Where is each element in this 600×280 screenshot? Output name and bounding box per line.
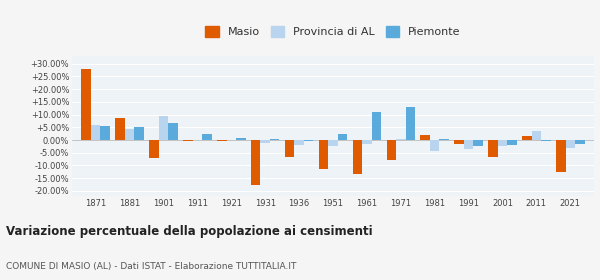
Bar [304, 140, 313, 141]
Bar [251, 140, 260, 185]
Bar [575, 140, 584, 144]
Bar [464, 140, 473, 149]
Bar [236, 138, 245, 140]
Bar [386, 140, 396, 160]
Bar [498, 140, 507, 146]
Bar [115, 118, 125, 140]
Bar [362, 140, 371, 144]
Bar [217, 140, 227, 141]
Bar [454, 140, 464, 144]
Bar [430, 140, 439, 151]
Bar [295, 140, 304, 145]
Legend: Masio, Provincia di AL, Piemonte: Masio, Provincia di AL, Piemonte [202, 22, 464, 41]
Bar [353, 140, 362, 174]
Bar [488, 140, 498, 157]
Bar [371, 112, 381, 140]
Bar [556, 140, 566, 172]
Bar [439, 139, 449, 140]
Bar [421, 135, 430, 140]
Text: COMUNE DI MASIO (AL) - Dati ISTAT - Elaborazione TUTTITALIA.IT: COMUNE DI MASIO (AL) - Dati ISTAT - Elab… [6, 262, 296, 271]
Bar [202, 134, 212, 140]
Bar [532, 131, 541, 140]
Text: Variazione percentuale della popolazione ai censimenti: Variazione percentuale della popolazione… [6, 225, 373, 238]
Bar [319, 140, 328, 169]
Bar [134, 127, 144, 140]
Bar [183, 140, 193, 141]
Bar [285, 140, 295, 157]
Bar [541, 140, 551, 141]
Bar [91, 125, 100, 140]
Bar [168, 123, 178, 140]
Bar [406, 107, 415, 140]
Bar [396, 139, 406, 140]
Bar [125, 129, 134, 140]
Bar [270, 139, 280, 140]
Bar [82, 69, 91, 140]
Bar [338, 134, 347, 140]
Bar [100, 126, 110, 140]
Bar [566, 140, 575, 148]
Bar [260, 140, 270, 143]
Bar [473, 140, 483, 146]
Bar [159, 116, 168, 140]
Bar [507, 140, 517, 145]
Bar [522, 136, 532, 140]
Bar [149, 140, 159, 158]
Bar [328, 140, 338, 146]
